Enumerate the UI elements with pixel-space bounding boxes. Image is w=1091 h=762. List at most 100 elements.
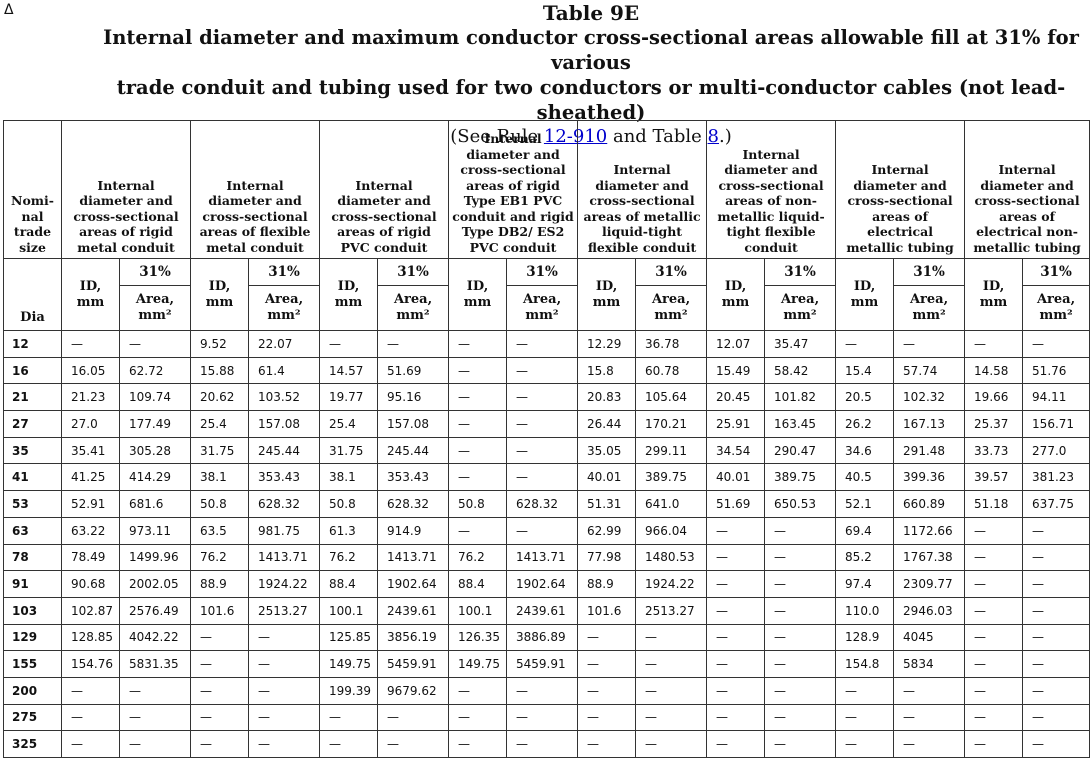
id-value-cell: 128.9 bbox=[835, 623, 895, 652]
id-value-cell: 31.75 bbox=[190, 436, 250, 465]
id-value-cell: 61.3 bbox=[319, 516, 379, 545]
id-value-cell: 101.6 bbox=[577, 596, 637, 625]
id-value-cell: 40.01 bbox=[706, 463, 766, 492]
area-value-cell: 245.44 bbox=[377, 436, 450, 465]
area-value-cell: 1902.64 bbox=[506, 570, 579, 598]
trade-size-cell: 78 bbox=[3, 543, 62, 572]
area-value-cell: — bbox=[1022, 650, 1091, 678]
id-value-cell: 34.6 bbox=[835, 436, 895, 465]
area-value-cell: — bbox=[764, 596, 837, 625]
id-value-cell: — bbox=[964, 330, 1024, 358]
id-value-cell: 50.8 bbox=[319, 490, 379, 518]
id-value-cell: — bbox=[835, 676, 895, 705]
area-value-cell: 9679.62 bbox=[377, 676, 450, 705]
id-value-cell: 20.45 bbox=[706, 383, 766, 412]
id-value-cell: 50.8 bbox=[448, 490, 508, 518]
area-value-cell: — bbox=[764, 730, 837, 758]
id-value-cell: 38.1 bbox=[190, 463, 250, 492]
area-value-cell: — bbox=[1022, 730, 1091, 758]
area-value-cell: 389.75 bbox=[635, 463, 708, 492]
area-value-cell: — bbox=[248, 650, 321, 678]
area-value-cell: — bbox=[635, 703, 708, 732]
id-value-cell: 12.07 bbox=[706, 330, 766, 358]
id-value-cell: 31.75 bbox=[319, 436, 379, 465]
id-value-cell: — bbox=[448, 330, 508, 358]
area-value-cell: 177.49 bbox=[118, 410, 192, 438]
id-value-cell: — bbox=[577, 703, 637, 732]
area-value-cell: 51.76 bbox=[1022, 356, 1091, 385]
conduit-fill-table: Nomi-nal trade size Internal diameter an… bbox=[3, 120, 1091, 758]
area-mm2-header: Area, mm² bbox=[1022, 285, 1091, 331]
area-value-cell: 2439.61 bbox=[506, 596, 579, 625]
id-value-cell: 26.2 bbox=[835, 410, 895, 438]
id-value-cell: 41.25 bbox=[61, 463, 120, 492]
area-value-cell: — bbox=[506, 436, 579, 465]
id-value-cell: — bbox=[448, 463, 508, 492]
area-value-cell: — bbox=[506, 516, 579, 545]
area-value-cell: 981.75 bbox=[248, 516, 321, 545]
id-value-cell: 38.1 bbox=[319, 463, 379, 492]
area-value-cell: — bbox=[893, 330, 966, 358]
trade-size-cell: 21 bbox=[3, 383, 62, 412]
id-value-cell: — bbox=[61, 703, 120, 732]
id-value-cell: — bbox=[448, 383, 508, 412]
area-value-cell: — bbox=[377, 730, 450, 758]
column-group-header: Internal diameter and cross-sectional ar… bbox=[60, 120, 192, 259]
area-value-cell: — bbox=[506, 330, 579, 358]
area-value-cell: 5831.35 bbox=[118, 650, 192, 678]
id-value-cell: — bbox=[190, 623, 250, 652]
percent-fill-header: 31% bbox=[764, 258, 837, 286]
id-value-cell: 20.62 bbox=[190, 383, 250, 412]
area-value-cell: — bbox=[506, 676, 579, 705]
id-value-cell: 35.41 bbox=[61, 436, 120, 465]
id-value-cell: 63.5 bbox=[190, 516, 250, 545]
area-value-cell: 103.52 bbox=[248, 383, 321, 412]
id-value-cell: — bbox=[706, 730, 766, 758]
id-mm-header: ID, mm bbox=[577, 258, 637, 331]
area-value-cell: — bbox=[248, 703, 321, 732]
area-value-cell: — bbox=[506, 730, 579, 758]
area-mm2-header: Area, mm² bbox=[764, 285, 837, 331]
id-value-cell: 52.1 bbox=[835, 490, 895, 518]
id-mm-header: ID, mm bbox=[61, 258, 120, 331]
id-value-cell: — bbox=[964, 516, 1024, 545]
area-value-cell: 167.13 bbox=[893, 410, 966, 438]
trade-size-cell: 27 bbox=[3, 410, 62, 438]
area-value-cell: 389.75 bbox=[764, 463, 837, 492]
id-value-cell: 149.75 bbox=[448, 650, 508, 678]
area-value-cell: — bbox=[764, 570, 837, 598]
id-value-cell: — bbox=[448, 356, 508, 385]
id-value-cell: 14.57 bbox=[319, 356, 379, 385]
trade-size-cell: 103 bbox=[3, 596, 62, 625]
area-value-cell: 101.82 bbox=[764, 383, 837, 412]
area-value-cell: — bbox=[506, 463, 579, 492]
id-value-cell: — bbox=[61, 330, 120, 358]
area-value-cell: 245.44 bbox=[248, 436, 321, 465]
id-value-cell: — bbox=[835, 730, 895, 758]
id-value-cell: 40.01 bbox=[577, 463, 637, 492]
area-value-cell: — bbox=[893, 676, 966, 705]
area-value-cell: — bbox=[248, 623, 321, 652]
area-value-cell: 299.11 bbox=[635, 436, 708, 465]
id-value-cell: 90.68 bbox=[61, 570, 120, 598]
id-value-cell: — bbox=[448, 516, 508, 545]
area-value-cell: 1499.96 bbox=[118, 543, 192, 572]
trade-size-cell: 41 bbox=[3, 463, 62, 492]
area-value-cell: 1902.64 bbox=[377, 570, 450, 598]
id-value-cell: 15.8 bbox=[577, 356, 637, 385]
trade-size-cell: 129 bbox=[3, 623, 62, 652]
area-value-cell: 641.0 bbox=[635, 490, 708, 518]
id-value-cell: 21.23 bbox=[61, 383, 120, 412]
id-value-cell: — bbox=[448, 410, 508, 438]
area-value-cell: 156.71 bbox=[1022, 410, 1091, 438]
table-row: 78 78.49 1499.96 76.2 1413.71 76.2 1413.71 76.2… bbox=[3, 543, 1091, 572]
table-title: Table 9E bbox=[542, 1, 640, 25]
area-mm2-header: Area, mm² bbox=[635, 285, 708, 331]
id-value-cell: 88.9 bbox=[190, 570, 250, 598]
area-value-cell: — bbox=[1022, 623, 1091, 652]
area-value-cell: 5459.91 bbox=[506, 650, 579, 678]
area-mm2-header: Area, mm² bbox=[893, 285, 966, 331]
id-value-cell: 33.73 bbox=[964, 436, 1024, 465]
area-value-cell: — bbox=[118, 730, 192, 758]
table-subtitle-line-2: trade conduit and tubing used for two co… bbox=[116, 76, 1066, 124]
